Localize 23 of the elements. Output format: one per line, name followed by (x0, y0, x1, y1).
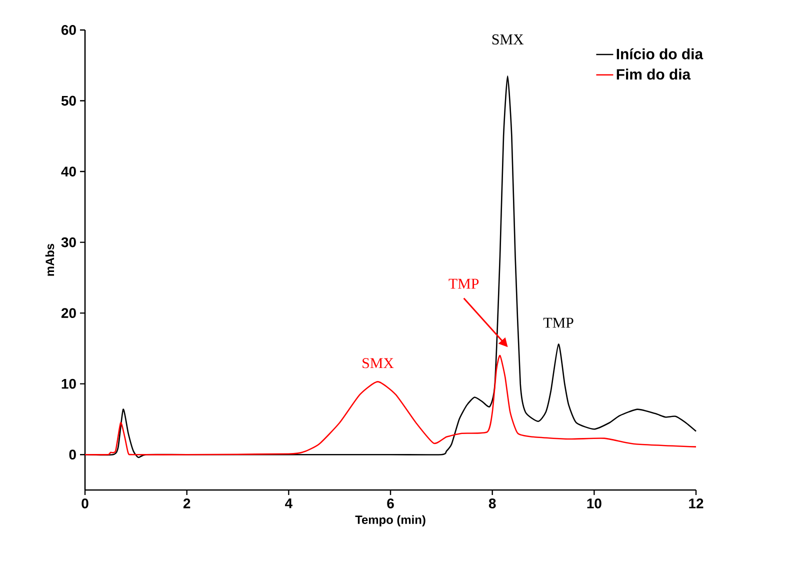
x-tick-label: 0 (82, 498, 88, 508)
y-tick-label: 20 (61, 308, 76, 318)
annotation: TMP (448, 278, 479, 289)
y-tick-label: 10 (62, 378, 76, 389)
legend-label: Fim do dia (616, 68, 691, 80)
x-axis-title: Tempo (min) (355, 515, 426, 526)
x-tick-label: 4 (285, 498, 292, 508)
x-tick-label: 10 (587, 498, 602, 508)
y-tick-label: 40 (61, 166, 76, 176)
annotation: SMX (492, 34, 524, 44)
x-tick-label: 12 (689, 498, 704, 508)
line-series (84, 354, 697, 456)
y-tick-label: 50 (61, 96, 76, 106)
y-tick-label: 60 (61, 25, 76, 35)
x-tick-label: 6 (387, 498, 394, 508)
y-tick-label: 0 (69, 450, 76, 460)
annotation: SMX (362, 358, 394, 368)
x-tick-label: 2 (183, 498, 190, 508)
x-tick-label: 8 (488, 498, 496, 508)
y-tick-label: 30 (61, 237, 76, 248)
annotation: TMP (543, 318, 574, 328)
y-axis-title: mAbs (45, 244, 54, 276)
legend-label: Início do dia (616, 48, 704, 60)
